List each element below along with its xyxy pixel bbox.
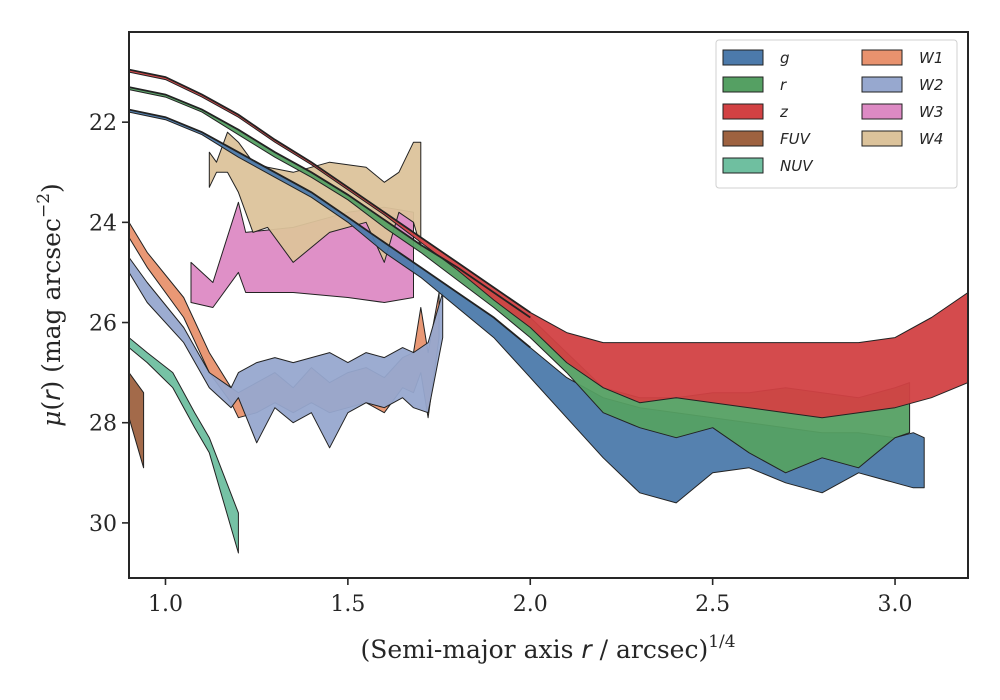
legend-label-z: z bbox=[779, 103, 789, 121]
legend-label-w2: W2 bbox=[919, 76, 943, 94]
legend-label-w4: W4 bbox=[919, 130, 943, 148]
legend-swatch-w4 bbox=[861, 130, 903, 147]
legend-swatch-r bbox=[722, 76, 764, 93]
model-g-line bbox=[129, 108, 531, 349]
legend-swatch-z bbox=[722, 103, 764, 120]
legend-label-w1: W1 bbox=[919, 49, 943, 67]
model-r-line bbox=[129, 86, 531, 319]
x-tick-label: 1.0 bbox=[148, 592, 183, 617]
y-tick-label: 30 bbox=[89, 512, 117, 537]
plot-frame bbox=[128, 31, 969, 579]
legend-swatch-w2 bbox=[861, 76, 903, 93]
y-tick-label: 24 bbox=[89, 211, 117, 236]
model-lines bbox=[129, 68, 531, 349]
legend-label-nuv: NUV bbox=[780, 157, 814, 175]
legend-swatch-w3 bbox=[861, 103, 903, 120]
legend: grz FUV NUV W1 W2 W3 W4 bbox=[715, 39, 958, 189]
band-area-w2 bbox=[129, 256, 444, 449]
model-z-line bbox=[129, 68, 531, 314]
band-areas bbox=[129, 69, 968, 554]
legend-label-w3: W3 bbox=[919, 103, 943, 121]
legend-swatch-w1 bbox=[861, 49, 903, 66]
y-tick-label: 26 bbox=[89, 312, 117, 337]
x-tick-label: 2.5 bbox=[695, 592, 730, 617]
x-tick-label: 2.0 bbox=[513, 592, 548, 617]
y-tick-label: 22 bbox=[89, 111, 117, 136]
y-axis-ticks: 22 24 26 28 30 bbox=[89, 111, 129, 537]
y-axis-title: μ(r) (mag arcsec−2) bbox=[34, 183, 66, 427]
x-tick-label: 1.5 bbox=[330, 592, 365, 617]
legend-label-r: r bbox=[780, 76, 787, 94]
legend-swatch-g bbox=[722, 49, 764, 66]
x-axis-ticks: 1.0 1.5 2.0 2.5 3.0 bbox=[148, 578, 913, 617]
legend-swatch-fuv bbox=[722, 130, 764, 147]
band-area-nuv bbox=[129, 337, 239, 554]
y-tick-label: 28 bbox=[89, 412, 117, 437]
legend-label-fuv: FUV bbox=[780, 130, 812, 148]
x-tick-label: 3.0 bbox=[878, 592, 913, 617]
legend-swatch-nuv bbox=[722, 157, 764, 174]
x-axis-title: (Semi-major axis r / arcsec)1/4 bbox=[360, 632, 735, 664]
band-area-fuv bbox=[129, 372, 145, 469]
legend-label-g: g bbox=[780, 49, 790, 67]
